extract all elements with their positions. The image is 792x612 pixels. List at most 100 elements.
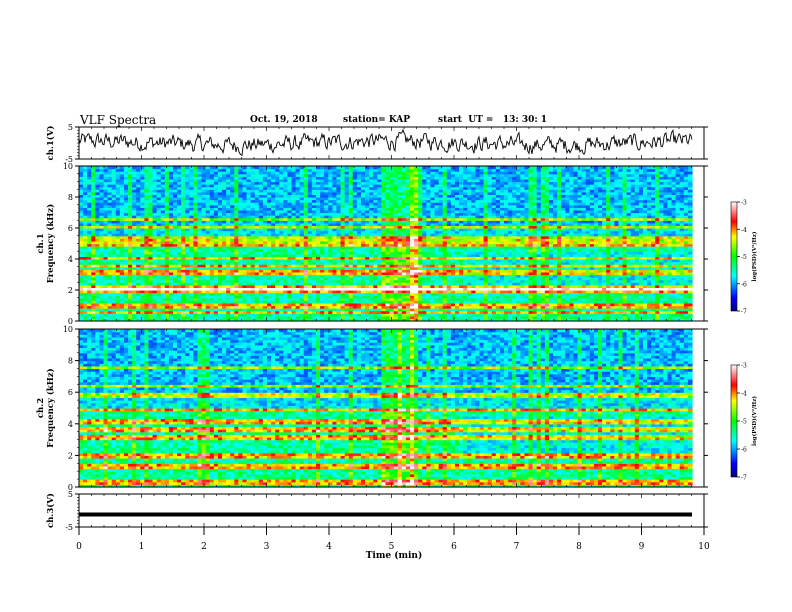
spectrogram-cell [128,308,133,312]
spectrogram-cell [79,248,84,252]
spectrogram-cell [201,173,207,177]
spectrogram-cell [226,228,231,232]
spectrogram-cell [189,225,195,229]
spectrogram-cell [299,197,305,201]
spectrogram-cell [238,197,244,201]
spectrogram-cell [275,207,280,211]
spectrogram-cell [385,315,391,320]
spectrogram-cell [230,217,235,221]
spectrogram-cell [266,305,272,309]
spectrogram-cell [377,300,383,304]
spectrogram-cell [119,271,125,276]
spectrogram-cell [324,313,329,317]
spectrogram-cell [389,264,395,268]
spectrogram-cell [405,191,411,196]
spectrogram-cell [79,264,84,268]
spectrogram-cell [144,264,150,268]
date-label: Oct. 19, 2018 [250,115,318,125]
spectrogram-cell [271,300,276,304]
spectrogram-cell [115,235,121,239]
spectrogram-cell [295,266,301,270]
spectrogram-cell [324,209,329,214]
spectrogram-cell [401,222,407,227]
spectrogram-cell [299,282,305,286]
spectrogram-cell [177,308,182,312]
spectrogram-cell [405,279,411,283]
spectrogram-cell [209,290,215,294]
spectrogram-cell [311,310,317,314]
spectrogram-cell [209,240,215,245]
spectrogram-cell [152,209,158,214]
spectrogram-cell [381,305,387,309]
spectrogram-cell [128,246,133,250]
spectrogram-cell [160,287,166,291]
spectrogram-cell [99,217,105,221]
spectrogram-cell [128,266,133,270]
spectrogram-cell [168,243,174,247]
spectrogram-cell [193,207,199,211]
spectrogram-cell [385,184,391,188]
spectrogram-cell [348,168,354,172]
spectrogram-cell [172,202,178,206]
spectrogram-cell [107,302,113,307]
spectrogram-cell [136,287,141,291]
spectrogram-cell [295,256,301,260]
spectrogram-cell [115,271,121,276]
spectrogram-cell [128,168,133,172]
spectrogram-cell [405,251,411,255]
spectrogram-cell [303,297,309,301]
spectrogram-cell [266,212,272,216]
spectrogram-cell [307,318,313,322]
spectrogram-cell [87,212,92,216]
spectrogram-cell [91,191,96,196]
spectrogram-cell [352,305,358,309]
spectrogram-cell [279,173,284,177]
spectrogram-cell [344,264,350,268]
spectrogram-cell [79,253,84,258]
spectrogram-cell [160,297,166,301]
spectrogram-cell [222,199,227,203]
spectrogram-cell [381,315,387,320]
spectrogram-cell [373,173,378,177]
spectrogram-cell [254,189,260,193]
spectrogram-cell [295,191,301,196]
spectrogram-cell [356,274,362,278]
spectrogram-cell [324,253,329,258]
spectrogram-cell [275,181,280,185]
spectrogram-cell [381,287,387,291]
spectrogram-cell [205,295,211,299]
spectrogram-cell [238,264,244,268]
spectrogram-cell [303,248,309,252]
spectrogram-cell [254,287,260,291]
spectrogram-cell [148,204,154,208]
spectrogram-cell [160,209,166,214]
spectrogram-cell [389,199,395,203]
spectrogram-cell [226,215,231,219]
spectrogram-cell [103,181,109,185]
spectrogram-cell [271,284,276,289]
spectrogram-cell [271,199,276,203]
spectrogram-cell [87,197,92,201]
spectrogram-cell [226,292,231,296]
spectrogram-cell [271,220,276,224]
spectrogram-cell [291,235,297,239]
spectrogram-cell [234,253,239,258]
spectrogram-cell [389,191,395,196]
spectrogram-cell [177,197,182,201]
spectrogram-cell [119,277,125,281]
spectrogram-cell [340,284,346,289]
spectrogram-cell [201,308,207,312]
spectrogram-cell [344,292,350,296]
spectrogram-cell [189,266,195,270]
spectrogram-cell [226,181,231,185]
spectrogram-cell [123,202,129,206]
spectrogram-cell [377,238,383,242]
spectrogram-cell [324,240,329,245]
spectrogram-cell [271,269,276,273]
spectrogram-cell [140,284,145,289]
spectrogram-cell [389,318,395,322]
spectrogram-cell [99,271,105,276]
spectrogram-cell [271,295,276,299]
spectrogram-cell [275,313,280,317]
spectrogram-cell [119,266,125,270]
